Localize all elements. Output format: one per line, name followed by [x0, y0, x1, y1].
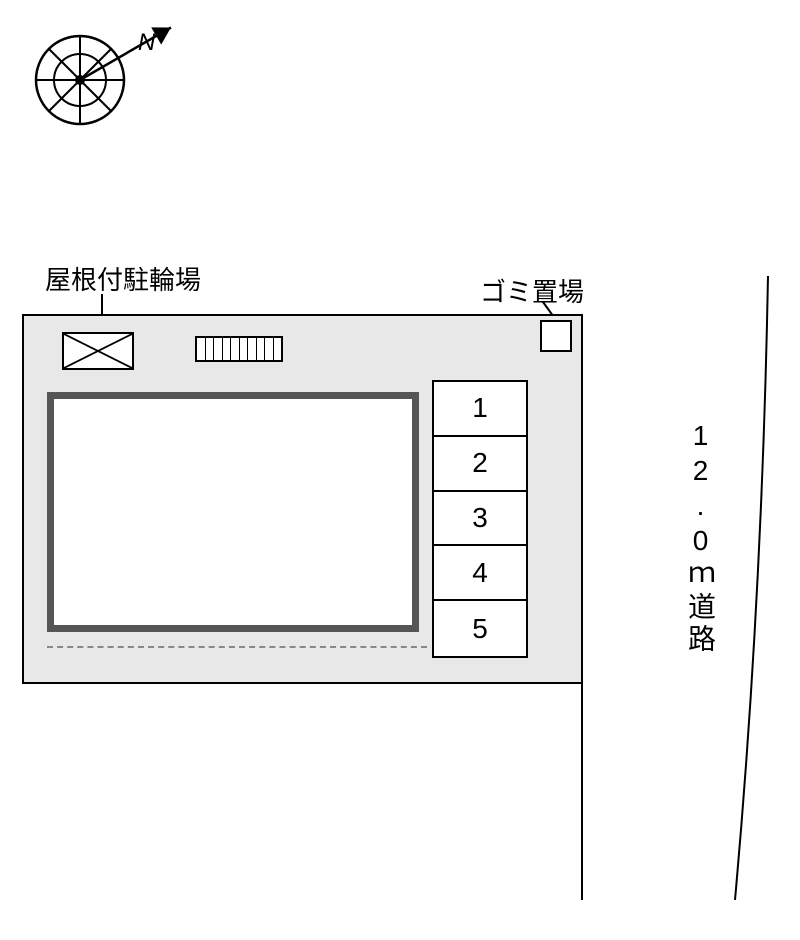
site-plan: N 屋根付駐輪場 ゴミ置場 1 2 3 4 5: [0, 0, 800, 940]
road-label: 12.0ｍ道路: [680, 420, 720, 656]
